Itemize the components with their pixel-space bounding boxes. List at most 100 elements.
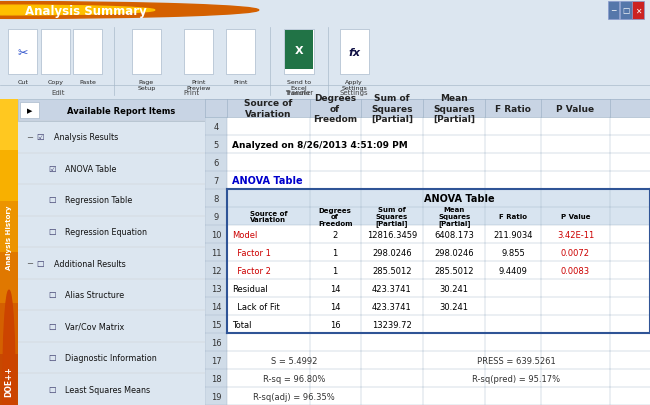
Text: Factor 1: Factor 1	[231, 248, 270, 257]
Bar	[205, 190, 228, 208]
Text: Model: Model	[231, 230, 257, 239]
Text: 2: 2	[333, 230, 338, 239]
Text: 298.0246: 298.0246	[372, 248, 411, 257]
Text: Var/Cov Matrix: Var/Cov Matrix	[65, 322, 124, 331]
Text: 16: 16	[330, 320, 341, 329]
Text: Analysis Summary: Analysis Summary	[25, 4, 146, 17]
Bar	[205, 262, 650, 279]
Bar	[205, 297, 228, 315]
Text: Additional Results: Additional Results	[53, 259, 125, 268]
Text: Print: Print	[184, 90, 200, 96]
Text: S = 5.4992: S = 5.4992	[271, 356, 317, 364]
Bar	[205, 208, 650, 226]
Text: ☐: ☐	[48, 196, 55, 205]
Bar	[20, 103, 38, 119]
Bar	[205, 136, 650, 154]
Bar	[205, 208, 228, 226]
Text: X: X	[294, 46, 304, 56]
Text: 298.0246: 298.0246	[434, 248, 474, 257]
Bar	[205, 118, 228, 136]
Text: Lack of Fit: Lack of Fit	[231, 302, 280, 311]
Text: ANOVA Table: ANOVA Table	[231, 176, 302, 186]
Bar	[205, 243, 228, 262]
Text: 3.42E-11: 3.42E-11	[557, 230, 594, 239]
Text: DOE++: DOE++	[5, 365, 14, 396]
Bar	[205, 243, 650, 262]
Text: ☐: ☐	[48, 290, 55, 299]
Bar	[205, 369, 650, 387]
Text: Edit: Edit	[52, 90, 65, 96]
Text: −: −	[610, 6, 617, 15]
Circle shape	[3, 290, 16, 405]
Bar	[18, 100, 205, 122]
Text: Send to
Excel
Transfer: Send to Excel Transfer	[286, 79, 312, 96]
Bar	[205, 333, 650, 351]
Text: 30.241: 30.241	[439, 302, 469, 311]
Text: −: −	[26, 133, 32, 142]
Text: Sum of
Squares
[Partial]: Sum of Squares [Partial]	[376, 207, 408, 227]
Text: 13: 13	[211, 284, 222, 293]
Text: Mean
Squares
[Partial]: Mean Squares [Partial]	[438, 207, 471, 227]
Text: ✕: ✕	[635, 6, 642, 15]
Text: ANOVA Table: ANOVA Table	[424, 194, 495, 204]
Text: □: □	[622, 6, 630, 15]
Bar	[205, 315, 650, 333]
Bar	[205, 154, 228, 172]
Bar	[205, 226, 650, 243]
Text: 9: 9	[213, 212, 219, 221]
Text: 9.855: 9.855	[501, 248, 525, 257]
Bar	[226, 30, 255, 75]
Text: ☑: ☑	[36, 133, 44, 142]
Bar	[205, 262, 228, 279]
Text: Mean
Squares
[Partial]: Mean Squares [Partial]	[433, 94, 475, 124]
Bar	[205, 100, 650, 118]
Text: 285.5012: 285.5012	[372, 266, 411, 275]
Text: 423.3741: 423.3741	[372, 284, 412, 293]
Bar	[131, 30, 161, 75]
Text: ▶: ▶	[27, 108, 32, 114]
Text: Residual: Residual	[231, 284, 267, 293]
Bar	[205, 154, 650, 172]
Text: Cut: Cut	[18, 79, 28, 85]
Bar	[73, 30, 103, 75]
Text: R-sq(pred) = 95.17%: R-sq(pred) = 95.17%	[473, 373, 560, 383]
Text: F Ratio: F Ratio	[495, 104, 531, 113]
Text: Factor 2: Factor 2	[231, 266, 270, 275]
Bar	[183, 30, 213, 75]
Bar	[205, 333, 228, 351]
Text: Page
Setup: Page Setup	[137, 79, 155, 90]
Text: ☐: ☐	[48, 322, 55, 331]
Text: Sum of
Squares
[Partial]: Sum of Squares [Partial]	[371, 94, 413, 124]
Circle shape	[0, 6, 155, 16]
Text: fx: fx	[348, 48, 360, 58]
Text: Total: Total	[231, 320, 251, 329]
Bar	[0, 151, 18, 202]
Bar	[205, 297, 650, 315]
Bar	[205, 172, 228, 190]
Bar	[608, 2, 619, 20]
Text: Degrees
of
Freedom: Degrees of Freedom	[318, 207, 352, 226]
Text: Settings: Settings	[340, 90, 369, 96]
Text: 19: 19	[211, 392, 222, 401]
Text: PRESS = 639.5261: PRESS = 639.5261	[477, 356, 556, 364]
Text: Regression Table: Regression Table	[65, 196, 132, 205]
Text: Diagnostic Information: Diagnostic Information	[65, 353, 157, 362]
Bar	[205, 369, 228, 387]
Text: ☐: ☐	[48, 353, 55, 362]
Text: ☐: ☐	[48, 385, 55, 394]
Bar	[8, 30, 38, 75]
Bar	[620, 2, 632, 20]
Text: 11: 11	[211, 248, 222, 257]
Text: ✂: ✂	[18, 47, 28, 60]
Bar	[205, 279, 650, 297]
Text: 17: 17	[211, 356, 222, 364]
Text: Transfer: Transfer	[285, 90, 313, 96]
Text: Paste: Paste	[79, 79, 96, 85]
Text: 5: 5	[213, 141, 219, 149]
Text: Least Squares Means: Least Squares Means	[65, 385, 150, 394]
Text: Analysis Results: Analysis Results	[53, 133, 118, 142]
Text: Apply
Settings: Apply Settings	[341, 79, 367, 90]
Text: Source of
Variation: Source of Variation	[250, 211, 287, 223]
Bar	[0, 252, 18, 303]
Bar	[205, 279, 228, 297]
